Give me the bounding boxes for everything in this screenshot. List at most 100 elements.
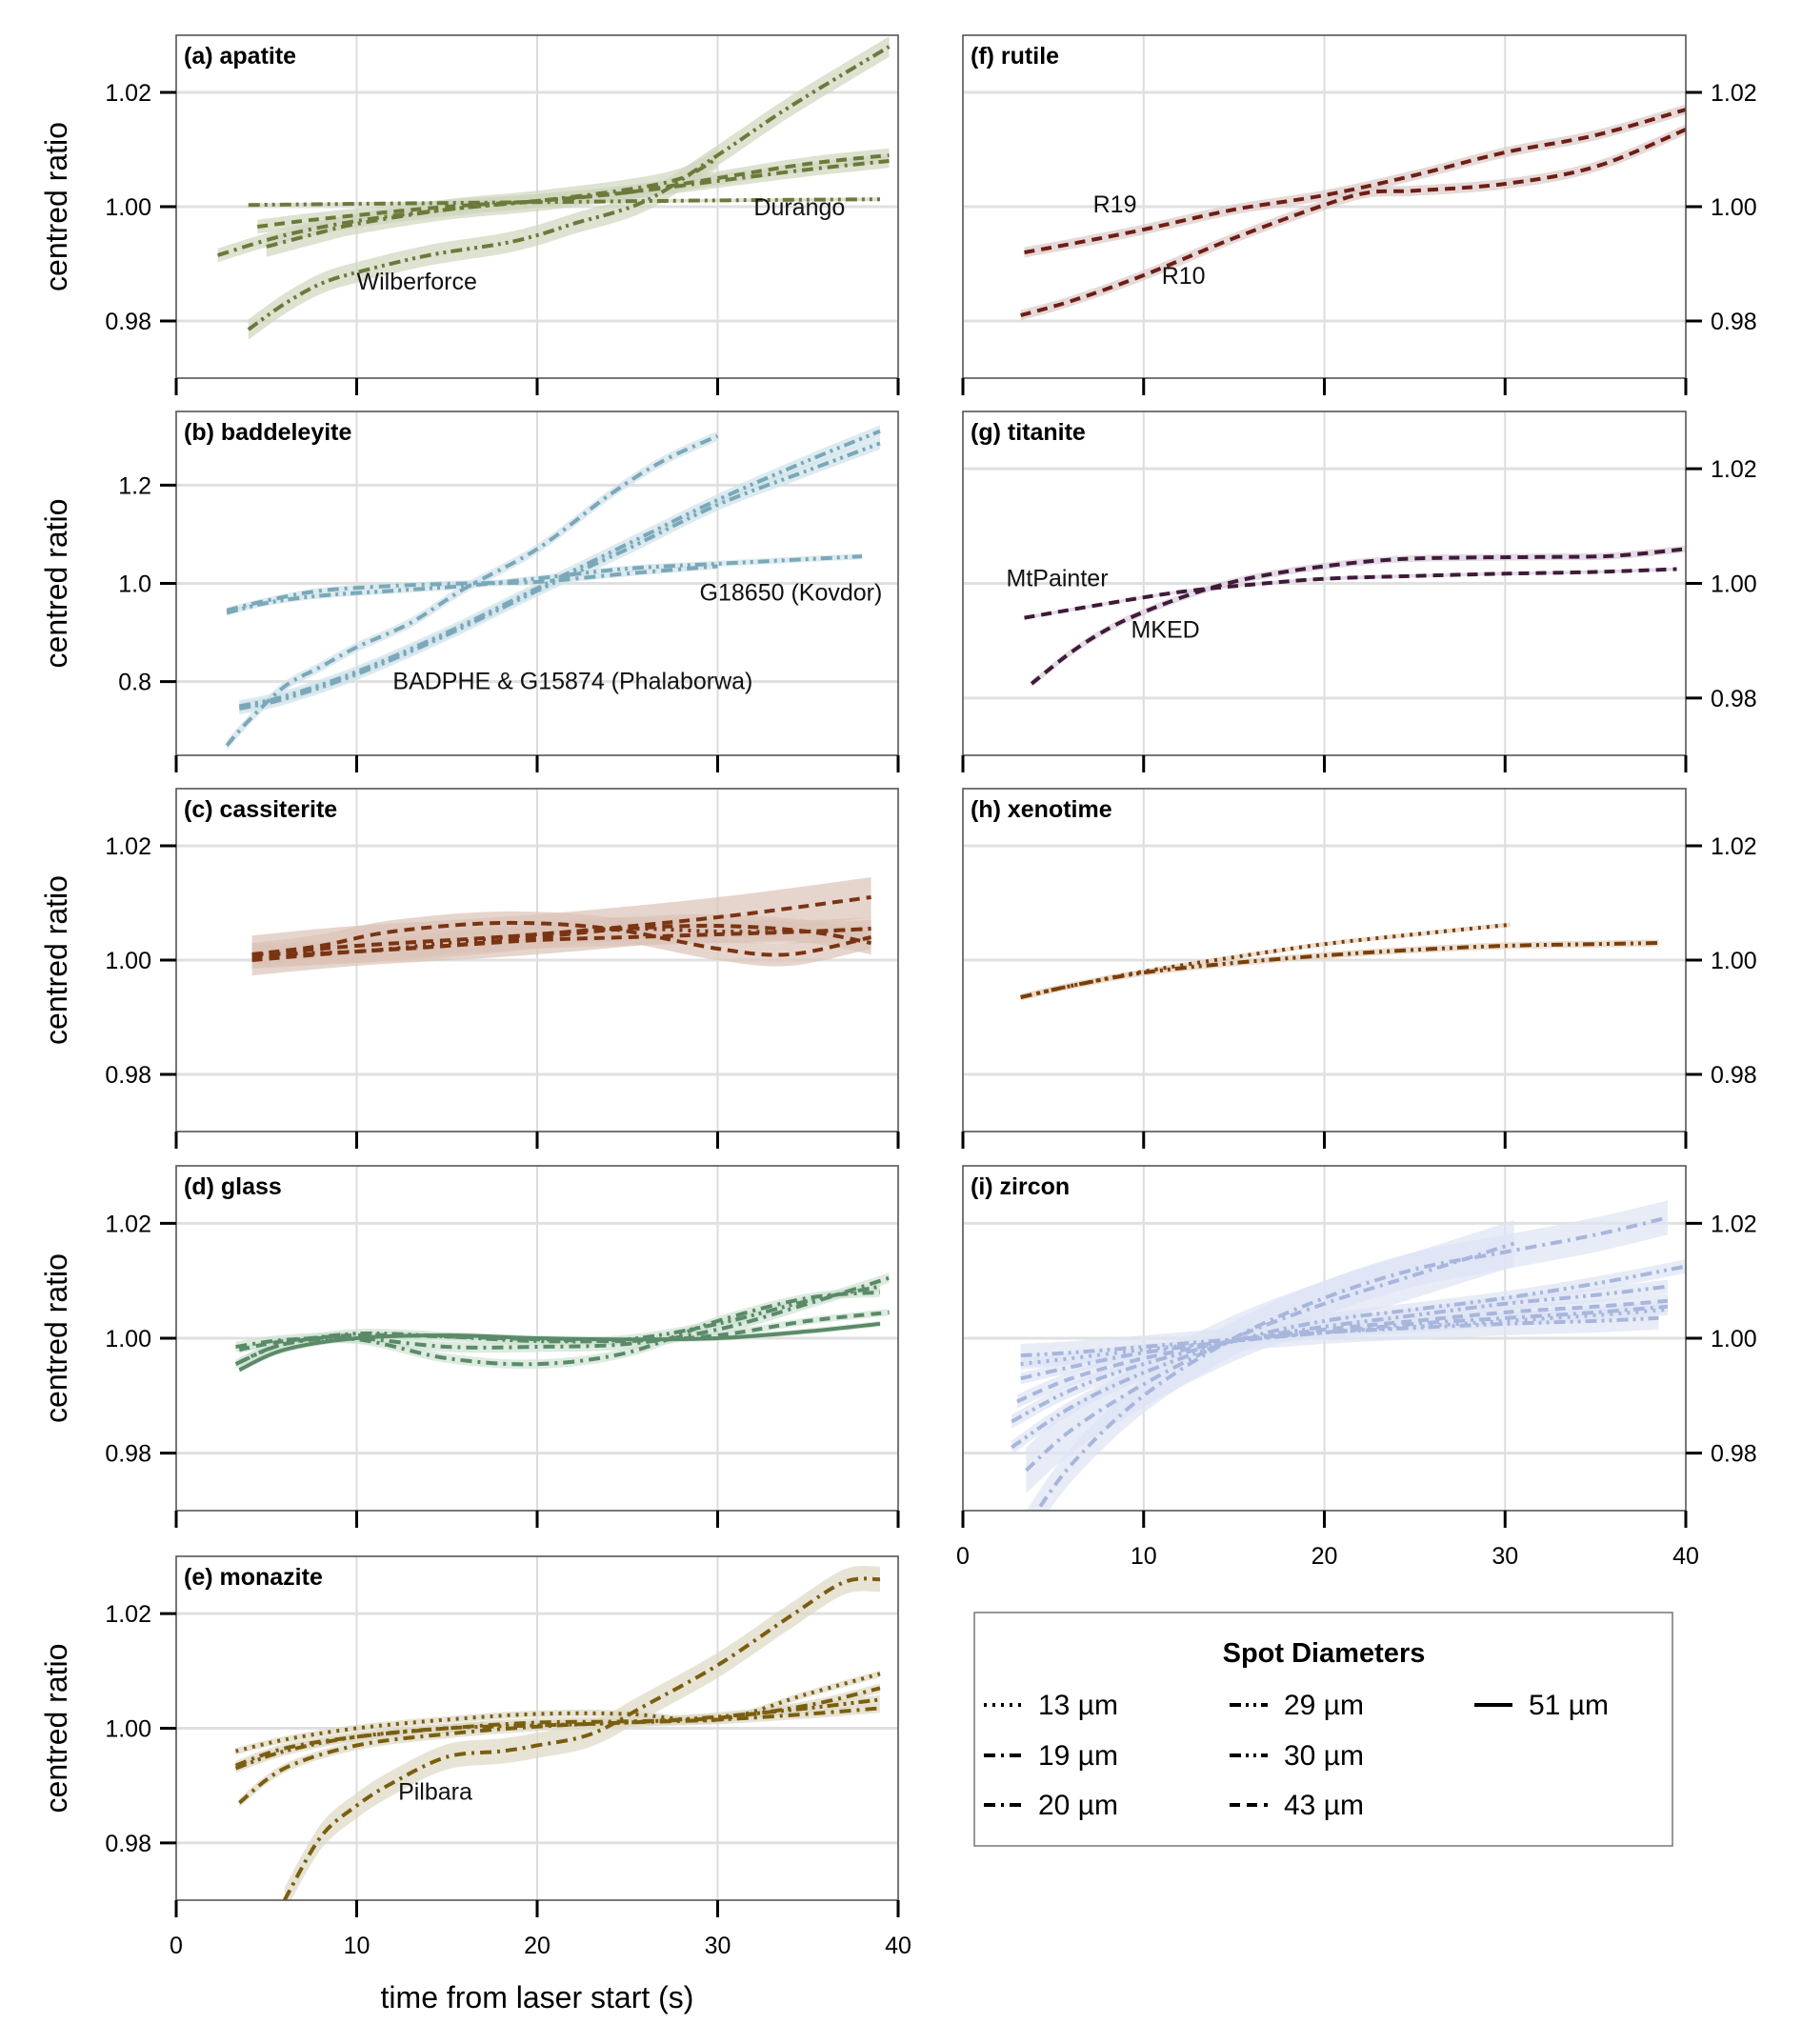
x-axis-title: time from laser start (s) — [381, 1980, 694, 2014]
x-tick-label: 30 — [705, 1933, 731, 1959]
series-line-f-1 — [1020, 128, 1686, 317]
panel-h: 0.98 1.00 1.02 (h) xenotime — [961, 788, 1757, 1149]
plot-area — [251, 877, 872, 976]
y-tick-label: 1.02 — [105, 1211, 151, 1237]
legend-label: 13 µm — [1038, 1690, 1118, 1721]
y-tick-label: 0.98 — [1711, 309, 1757, 335]
plot-area — [1024, 545, 1686, 688]
series-line-c-4 — [251, 927, 871, 962]
series-line-b-0 — [226, 554, 863, 615]
series-line-i-0 — [1034, 1215, 1669, 1511]
panel-a: 0.98 1.00 1.02 centred ratio (a) apatite Dura… — [39, 34, 900, 395]
y-tick-label: 1.02 — [1711, 80, 1757, 107]
panel-g: 0.98 1.00 1.02 (g) titanite MtPainter MKED — [961, 411, 1757, 772]
confidence-band-a-0 — [248, 36, 890, 340]
series-line-a-4 — [266, 156, 719, 249]
series-line-b-4 — [238, 441, 881, 711]
x-tick-label: 20 — [524, 1933, 551, 1959]
y-tick-label: 1.00 — [1711, 948, 1757, 974]
y-tick-label: 1.00 — [105, 1716, 151, 1743]
confidence-band-e-1 — [235, 1670, 880, 1755]
x-tick-label: 0 — [956, 1543, 970, 1570]
panel-e: 0 10 20 30 40 0.98 1.00 1.02 centred ratio (e) mo… — [39, 1555, 911, 1959]
panel-title: (g) titanite — [971, 419, 1086, 446]
y-axis-title: centred ratio — [39, 875, 73, 1045]
panel-i: 0 10 20 30 40 0.98 1.00 1.02 (i) zircon — [956, 1165, 1757, 1570]
y-tick-label: 1.02 — [1711, 833, 1757, 860]
confidence-band-b-3 — [239, 425, 881, 712]
series-line-i-4 — [1016, 1298, 1669, 1404]
legend-box — [973, 1612, 1673, 1847]
panel-title: (c) cassiterite — [184, 796, 337, 823]
annotation-label: BADPHE & G15874 (Phalaborwa) — [392, 668, 752, 694]
panel-d: 0.98 1.00 1.02 centred ratio (d) glass — [39, 1165, 900, 1528]
series-line-f-0 — [1024, 108, 1686, 254]
y-tick-label: 1.00 — [105, 194, 151, 221]
series-line-i-3 — [1011, 1284, 1669, 1424]
legend-label: 19 µm — [1038, 1740, 1118, 1772]
series-line-b-3 — [238, 429, 881, 709]
series-line-i-2 — [1011, 1264, 1686, 1450]
confidence-band-a-4 — [266, 148, 718, 257]
annotation-label: MKED — [1131, 617, 1199, 644]
y-tick-label: 1.02 — [105, 80, 151, 107]
confidence-band-f-0 — [1024, 104, 1686, 258]
confidence-band-e-0 — [284, 1566, 880, 1900]
legend-entry: 20 µm — [984, 1790, 1118, 1821]
legend-label: 51 µm — [1529, 1690, 1609, 1721]
series-line-g-1 — [1030, 547, 1686, 686]
plot-area — [1020, 104, 1686, 321]
x-tick-label: 0 — [170, 1933, 183, 1959]
panel-title: (a) apatite — [184, 43, 296, 70]
y-tick-label: 0.98 — [105, 1831, 151, 1857]
legend-entry: 30 µm — [1230, 1740, 1364, 1772]
x-tick-label: 40 — [885, 1933, 911, 1959]
annotation-label: MtPainter — [1007, 566, 1109, 592]
annotation-label: Durango — [753, 194, 845, 221]
series-line-e-4 — [238, 1706, 881, 1805]
annotation-label: R19 — [1093, 191, 1137, 218]
legend-entry: 51 µm — [1474, 1690, 1609, 1721]
x-tick-label: 10 — [1131, 1543, 1157, 1570]
series-line-g-0 — [1024, 567, 1677, 620]
annotation-label: Wilberforce — [357, 269, 477, 295]
legend-label: 43 µm — [1284, 1790, 1364, 1821]
y-tick-label: 1.02 — [105, 833, 151, 860]
legend-label: 30 µm — [1284, 1740, 1364, 1772]
plot-area — [1011, 1200, 1686, 1511]
series-line-b-2 — [225, 433, 719, 748]
series-line-h-1 — [1020, 941, 1659, 999]
series-line-c-1 — [251, 920, 872, 957]
annotation-label: G18650 (Kovdor) — [700, 580, 883, 607]
y-tick-label: 1.02 — [1711, 1211, 1757, 1237]
y-tick-label: 1.00 — [105, 1326, 151, 1353]
confidence-band-i-1 — [1026, 1220, 1514, 1493]
series-line-d-4 — [238, 1284, 881, 1365]
confidence-band-e-3 — [235, 1694, 880, 1773]
y-tick-label: 1.00 — [1711, 571, 1757, 598]
panel-title: (i) zircon — [971, 1173, 1070, 1200]
legend-entries: 13 µm 19 µm 20 µm 29 µm 30 µm 43 µm 51 µm — [984, 1690, 1609, 1821]
y-tick-label: 1.00 — [1711, 1326, 1757, 1353]
legend-entry: 13 µm — [984, 1690, 1118, 1721]
y-axis-title: centred ratio — [39, 1644, 73, 1814]
series-line-i-6 — [1020, 1304, 1669, 1381]
plot-area — [1020, 922, 1659, 1001]
y-tick-label: 1.00 — [1711, 194, 1757, 221]
confidence-band-f-1 — [1020, 124, 1686, 321]
legend-label: 29 µm — [1284, 1690, 1364, 1721]
x-tick-label: 10 — [344, 1933, 370, 1959]
series-line-i-1 — [1025, 1241, 1515, 1473]
plot-area — [217, 36, 891, 340]
series-line-d-1 — [238, 1310, 890, 1353]
panel-c: 0.98 1.00 1.02 centred ratio (c) cassiterite — [39, 788, 900, 1149]
y-axis-title: centred ratio — [39, 1253, 73, 1423]
y-tick-label: 0.98 — [1711, 686, 1757, 712]
legend-entry: 43 µm — [1230, 1790, 1364, 1821]
y-tick-label: 1.0 — [118, 571, 151, 598]
confidence-band-d-1 — [239, 1309, 890, 1353]
panel-title: (d) glass — [184, 1173, 282, 1200]
series-line-e-0 — [282, 1576, 881, 1900]
annotation-label: Pilbara — [398, 1779, 472, 1806]
